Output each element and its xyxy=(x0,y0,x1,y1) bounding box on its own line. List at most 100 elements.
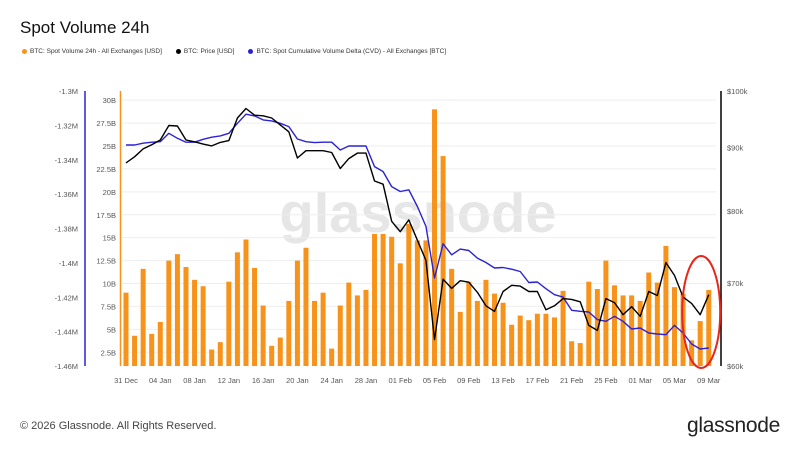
x-tick-label: 05 Mar xyxy=(663,376,687,385)
cvd-tick-label: -1.38M xyxy=(55,225,78,234)
price-line xyxy=(125,107,710,341)
volume-bar xyxy=(183,267,189,366)
x-tick-label: 17 Feb xyxy=(526,376,549,385)
volume-bar xyxy=(123,292,129,366)
volume-bar xyxy=(397,263,403,366)
volume-bar xyxy=(346,282,352,366)
cvd-tick-label: -1.34M xyxy=(55,156,78,165)
volume-bar xyxy=(697,321,703,366)
volume-bar xyxy=(132,335,138,366)
x-tick-label: 08 Jan xyxy=(183,376,206,385)
x-tick-label: 12 Jan xyxy=(218,376,241,385)
volume-bar xyxy=(252,267,258,366)
cvd-tick-label: -1.46M xyxy=(55,362,78,371)
x-tick-label: 28 Jan xyxy=(355,376,378,385)
legend-item-volume[interactable]: BTC: Spot Volume 24h - All Exchanges [US… xyxy=(22,48,162,55)
volume-bar xyxy=(192,279,198,366)
volume-tick-label: 27.5B xyxy=(96,119,116,128)
volume-bar xyxy=(474,300,480,366)
volume-bar xyxy=(457,311,463,366)
x-tick-label: 16 Jan xyxy=(252,376,275,385)
volume-tick-label: 22.5B xyxy=(96,165,116,174)
legend-dot-cvd xyxy=(248,48,254,54)
volume-bar xyxy=(260,305,266,366)
volume-bar xyxy=(629,295,635,366)
volume-bar xyxy=(226,281,232,366)
volume-bar xyxy=(517,315,523,366)
volume-bar xyxy=(320,292,326,366)
volume-bar xyxy=(406,223,412,366)
cvd-tick-label: -1.36M xyxy=(55,190,78,199)
volume-tick-label: 15B xyxy=(103,234,116,243)
volume-tick-label: 30B xyxy=(103,96,116,105)
price-tick-label: $90k xyxy=(727,144,744,153)
volume-bar xyxy=(569,341,575,366)
x-tick-label: 04 Jan xyxy=(149,376,172,385)
volume-bar xyxy=(389,236,395,366)
volume-bar xyxy=(174,254,180,366)
volume-tick-label: 10B xyxy=(103,280,116,289)
x-tick-label: 09 Feb xyxy=(457,376,480,385)
x-tick-label: 05 Feb xyxy=(423,376,446,385)
volume-bar xyxy=(234,252,240,366)
volume-bar xyxy=(646,272,652,366)
cvd-tick-label: -1.32M xyxy=(55,121,78,130)
x-tick-label: 01 Mar xyxy=(629,376,653,385)
volume-bar xyxy=(594,289,600,366)
chart-legend: BTC: Spot Volume 24h - All Exchanges [US… xyxy=(22,48,446,55)
volume-bar xyxy=(286,300,292,366)
legend-label: BTC: Price [USD] xyxy=(183,48,235,55)
volume-bar xyxy=(440,156,446,366)
legend-label: BTC: Spot Cumulative Volume Delta (CVD) … xyxy=(256,48,447,55)
volume-bar xyxy=(217,342,223,366)
volume-bar xyxy=(380,234,386,366)
volume-bar xyxy=(363,289,369,366)
chart: glassnode 30B 27.5B 25B 22.5B 20B 17.5B 15B 12.5… xyxy=(55,87,748,385)
volume-bar xyxy=(654,282,660,366)
cvd-tick-label: -1.42M xyxy=(55,293,78,302)
volume-bar xyxy=(500,302,506,366)
watermark: glassnode xyxy=(280,181,557,244)
volume-bar xyxy=(706,289,712,366)
volume-bar xyxy=(611,285,617,366)
volume-bar xyxy=(414,240,420,366)
x-tick-label: 21 Feb xyxy=(560,376,583,385)
price-tick-label: $70k xyxy=(727,279,744,288)
volume-bar xyxy=(312,300,318,366)
volume-bar xyxy=(243,239,249,366)
volume-bar xyxy=(354,295,360,366)
volume-bar xyxy=(432,109,438,366)
volume-bar xyxy=(492,293,498,366)
x-tick-label: 24 Jan xyxy=(320,376,343,385)
annotation-ellipse xyxy=(681,255,722,369)
volume-bar xyxy=(689,340,695,366)
price-tick-label: $80k xyxy=(727,207,744,216)
volume-bar xyxy=(637,300,643,366)
volume-bar xyxy=(483,279,489,366)
legend-item-cvd[interactable]: BTC: Spot Cumulative Volume Delta (CVD) … xyxy=(248,48,446,55)
page-title: Spot Volume 24h xyxy=(20,18,150,37)
volume-bar xyxy=(200,286,206,366)
x-tick-label: 25 Feb xyxy=(594,376,617,385)
volume-bar xyxy=(294,260,300,366)
volume-tick-label: 2.5B xyxy=(101,348,116,357)
volume-tick-label: 17.5B xyxy=(96,211,116,220)
cvd-tick-label: -1.44M xyxy=(55,328,78,337)
volume-bar xyxy=(671,287,677,366)
legend-item-price[interactable]: BTC: Price [USD] xyxy=(175,48,235,55)
copyright: © 2026 Glassnode. All Rights Reserved. xyxy=(20,420,217,432)
x-tick-label: 31 Dec xyxy=(114,376,138,385)
volume-bar xyxy=(157,322,163,366)
volume-bar xyxy=(423,240,429,366)
volume-bar xyxy=(620,295,626,366)
cvd-line xyxy=(126,113,709,350)
legend-dot-price xyxy=(175,48,181,54)
volume-tick-label: 5B xyxy=(107,325,116,334)
volume-bar xyxy=(663,245,669,366)
volume-bar xyxy=(269,345,275,366)
volume-bar xyxy=(534,313,540,366)
cvd-tick-label: -1.3M xyxy=(59,87,78,96)
volume-bar xyxy=(303,247,309,366)
volume-bar xyxy=(166,260,172,366)
volume-tick-label: 20B xyxy=(103,188,116,197)
